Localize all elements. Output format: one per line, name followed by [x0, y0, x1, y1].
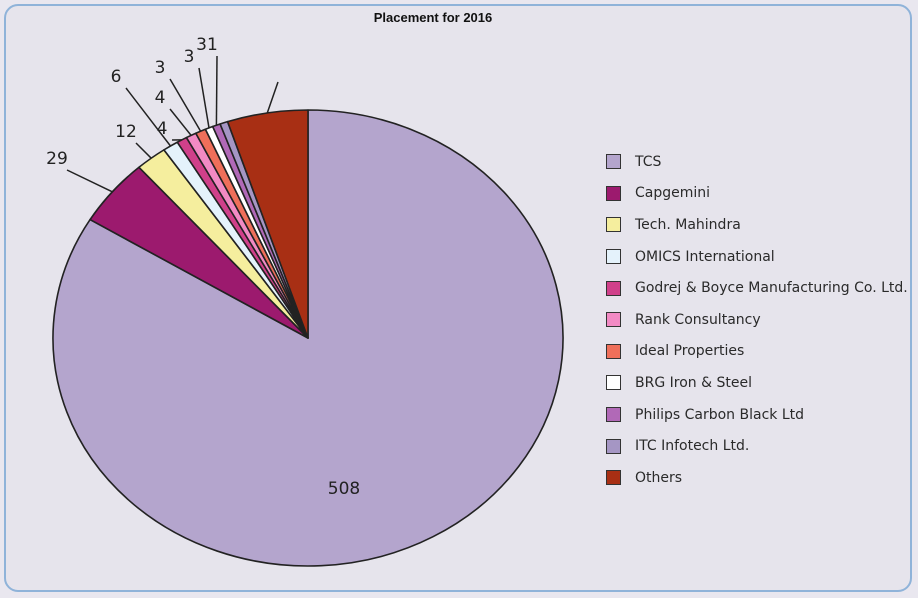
legend-swatch: [606, 154, 621, 170]
legend-label: OMICS International: [635, 248, 775, 265]
legend-swatch: [606, 407, 621, 423]
leader-line: [266, 81, 279, 114]
legend-item-tech-mahindra: Tech. Mahindra: [606, 209, 908, 241]
legend-swatch: [606, 185, 621, 201]
leader-line: [66, 169, 113, 193]
legend-item-godrej-boyce-manufacturing-co-ltd: Godrej & Boyce Manufacturing Co. Ltd.: [606, 272, 908, 304]
legend-swatch: [606, 438, 621, 454]
data-label: 4: [155, 88, 166, 108]
data-label: 4: [157, 119, 168, 139]
legend-label: BRG Iron & Steel: [635, 374, 752, 391]
legend-swatch: [606, 312, 621, 328]
legend-swatch: [606, 343, 621, 359]
legend-label: Godrej & Boyce Manufacturing Co. Ltd.: [635, 280, 908, 297]
leader-lines: [66, 55, 279, 193]
legend-item-ideal-properties: Ideal Properties: [606, 336, 908, 368]
legend-label: Capgemini: [635, 185, 711, 202]
legend-label: Others: [635, 469, 683, 486]
data-label: 3: [184, 47, 195, 67]
pie-slice-others: [226, 109, 309, 339]
data-label: 6: [111, 67, 122, 87]
legend-swatch: [606, 249, 621, 265]
legend-item-capgemini: Capgemini: [606, 178, 908, 210]
legend-label: Rank Consultancy: [635, 311, 761, 328]
pie-slices: [52, 109, 564, 567]
leader-line: [169, 78, 202, 132]
legend-swatch: [606, 470, 621, 486]
data-label: 3: [155, 58, 166, 78]
legend-label: TCS: [635, 153, 662, 170]
legend-item-philips-carbon-black-ltd: Philips Carbon Black Ltd: [606, 399, 908, 431]
legend-item-tcs: TCS: [606, 146, 908, 178]
legend-item-others: Others: [606, 462, 908, 494]
leader-line: [125, 87, 172, 147]
data-label: 508: [328, 479, 360, 499]
legend-item-itc-infotech-ltd: ITC Infotech Ltd.: [606, 430, 908, 462]
legend-label: ITC Infotech Ltd.: [635, 438, 750, 455]
legend: TCS Capgemini Tech. Mahindra OMICS Internat…: [606, 146, 908, 494]
data-label: 12: [115, 122, 137, 142]
legend-item-brg-iron-steel: BRG Iron & Steel: [606, 367, 908, 399]
leader-line: [135, 142, 152, 159]
leader-line: [198, 67, 210, 129]
legend-item-omics-international: OMICS International: [606, 241, 908, 273]
legend-label: Philips Carbon Black Ltd: [635, 406, 805, 423]
legend-item-rank-consultancy: Rank Consultancy: [606, 304, 908, 336]
data-label: 31: [196, 35, 218, 55]
data-label: 29: [46, 149, 68, 169]
chart-title: Placement for 2016: [373, 10, 493, 25]
leader-line: [215, 55, 218, 126]
legend-swatch: [606, 280, 621, 296]
legend-swatch: [606, 375, 621, 391]
legend-label: Tech. Mahindra: [635, 216, 741, 233]
legend-label: Ideal Properties: [635, 343, 745, 360]
leader-line: [169, 108, 192, 136]
legend-swatch: [606, 217, 621, 233]
